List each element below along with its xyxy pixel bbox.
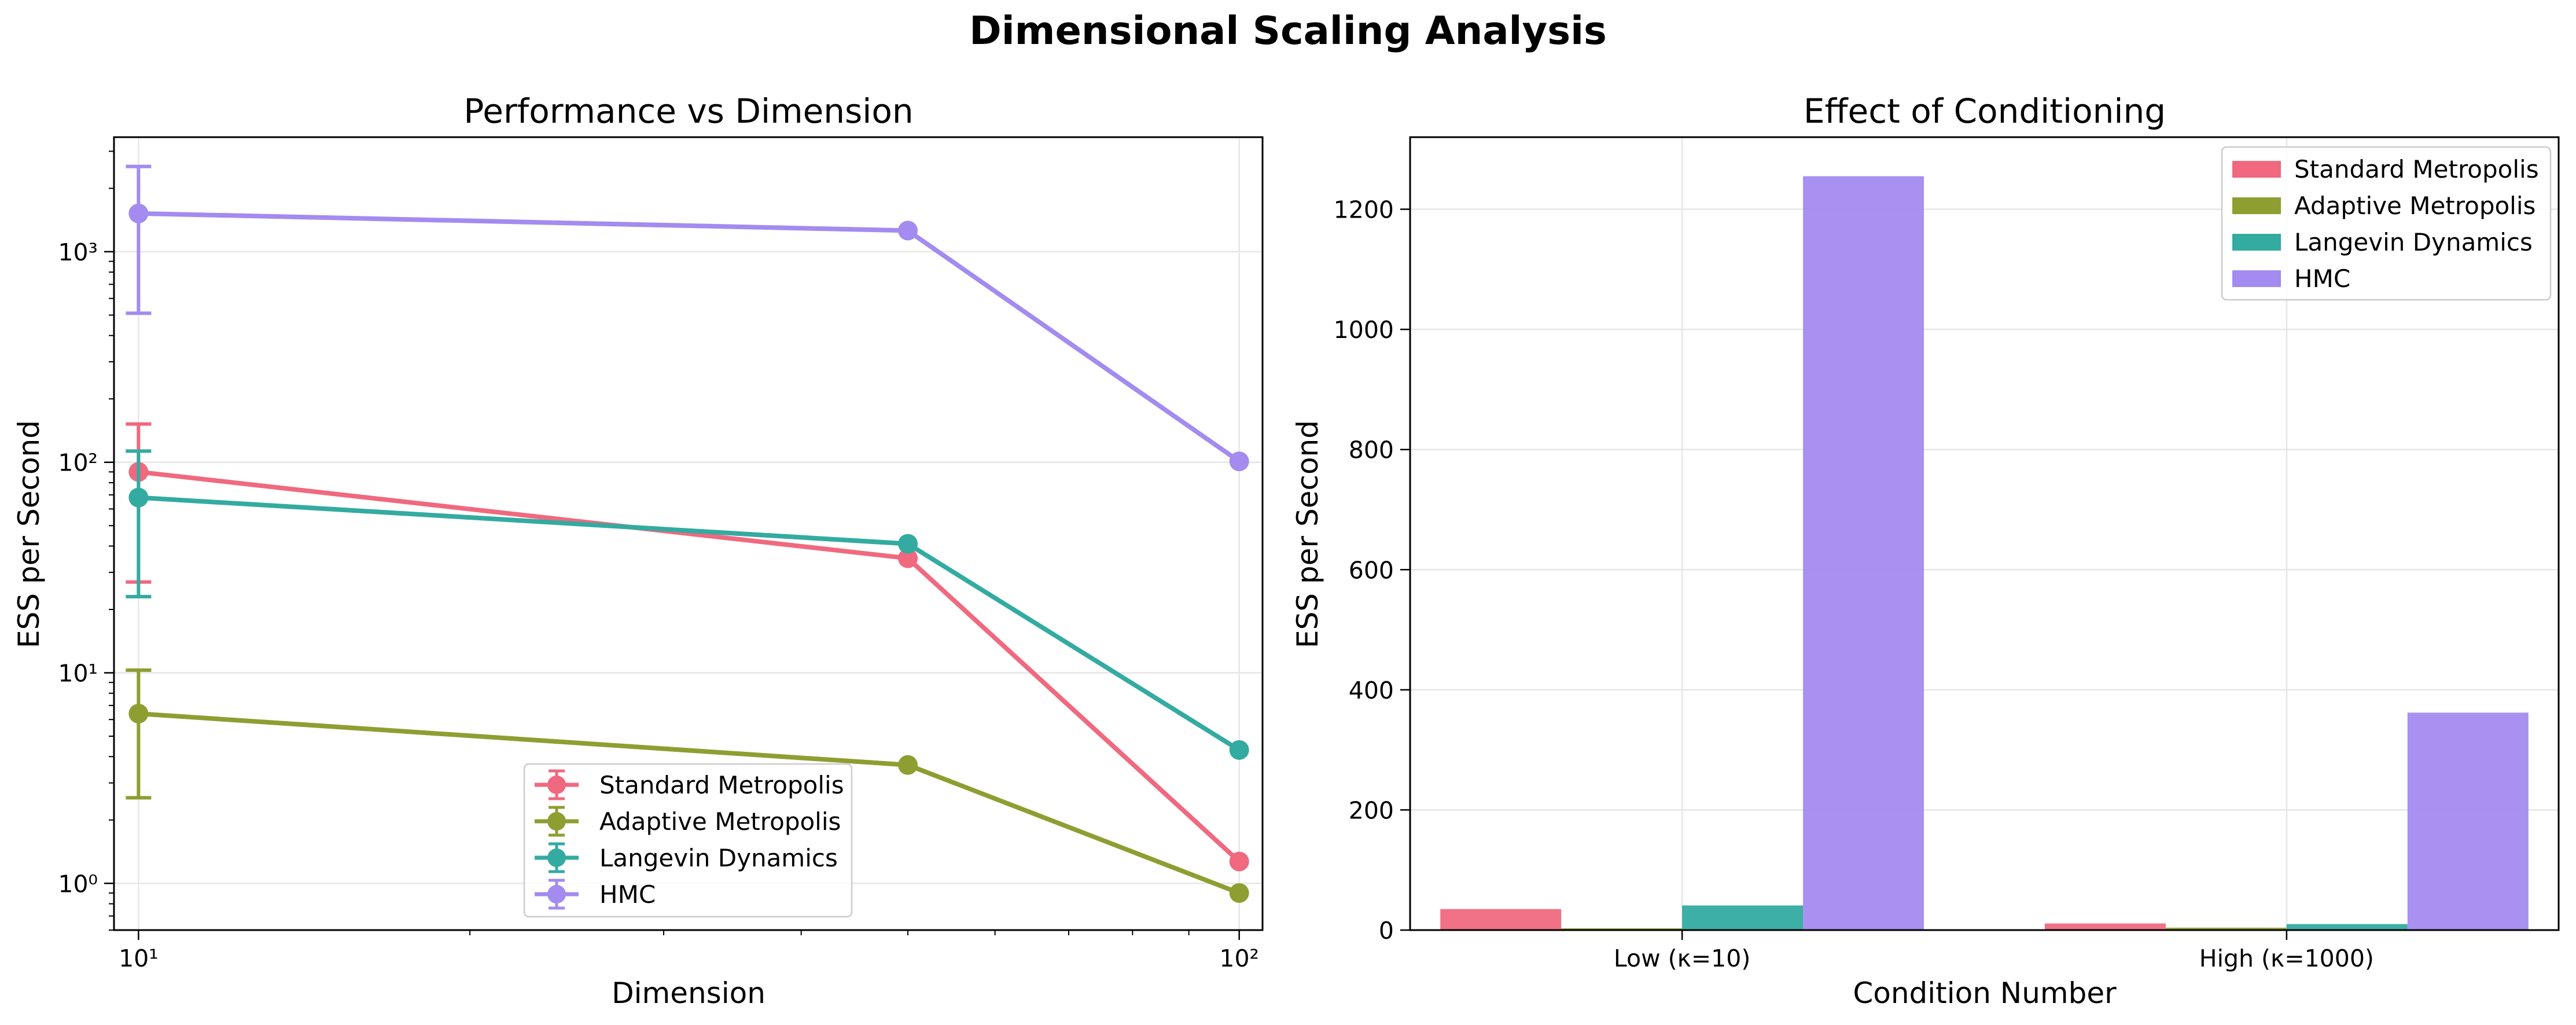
y-tick-label: 400	[1349, 677, 1394, 704]
data-point-langevin-dynamics	[1229, 740, 1249, 760]
data-point-hmc	[1229, 451, 1249, 472]
line-chart-ticks: 10¹ 10² 10⁰ 10¹ 10² 10³	[58, 150, 1259, 972]
data-point-adaptive-metropolis	[1229, 883, 1249, 903]
legend-label: Standard Metropolis	[2294, 155, 2539, 183]
x-tick-label: High (κ=1000)	[2199, 945, 2374, 972]
bar-hmc	[2407, 712, 2529, 930]
data-point-langevin-dynamics	[128, 487, 149, 508]
bar-standard-metropolis	[2044, 923, 2166, 930]
bar-adaptive-metropolis	[1561, 928, 1683, 930]
bar-chart-bars	[1440, 176, 2529, 930]
legend-label: Langevin Dynamics	[599, 844, 838, 872]
data-point-langevin-dynamics	[898, 534, 918, 554]
y-tick-label: 10²	[58, 449, 98, 477]
legend-swatch	[2232, 197, 2281, 214]
legend-label: Langevin Dynamics	[2294, 228, 2533, 256]
line-chart-panel: Performance vs Dimension Dimension ESS p…	[12, 91, 1264, 1010]
y-tick-label: 1000	[1334, 316, 1394, 344]
legend-box	[2221, 146, 2552, 301]
x-tick-label: 10¹	[119, 945, 159, 972]
bar-chart-ylabel: ESS per Second	[1291, 420, 1324, 648]
legend-label: Adaptive Metropolis	[599, 807, 841, 836]
series-line-hmc	[138, 211, 1241, 464]
data-point-standard-metropolis	[898, 548, 918, 568]
bar-langevin-dynamics	[1682, 905, 1804, 930]
bar-chart-xlabel: Condition Number	[1853, 976, 2117, 1010]
legend-label: Adaptive Metropolis	[2294, 192, 2535, 220]
bar-hmc	[1803, 176, 1924, 930]
line-chart-axes-frame	[113, 136, 1264, 931]
bar-adaptive-metropolis	[2165, 927, 2287, 930]
y-tick-label: 1200	[1334, 196, 1394, 224]
legend-label: Standard Metropolis	[599, 771, 844, 799]
legend-box	[523, 763, 853, 918]
data-point-standard-metropolis	[1229, 851, 1249, 872]
legend-marker	[547, 885, 566, 903]
legend-marker	[547, 776, 566, 794]
line-chart-ylabel: ESS per Second	[12, 420, 46, 648]
data-point-adaptive-metropolis	[898, 755, 918, 775]
x-tick-label: 10²	[1219, 945, 1259, 972]
y-tick-label: 10⁰	[58, 870, 98, 898]
legend-swatch	[2232, 270, 2281, 287]
figure-title: Dimensional Scaling Analysis	[969, 8, 1607, 53]
legend-label: HMC	[2294, 264, 2350, 293]
bar-chart-title: Effect of Conditioning	[1804, 91, 2166, 131]
data-point-hmc	[898, 221, 918, 241]
bar-chart-legend: Standard Metropolis Adaptive Metropolis La…	[2221, 146, 2552, 301]
x-tick-label: Low (κ=10)	[1614, 945, 1750, 972]
legend-label: HMC	[599, 880, 656, 909]
legend-marker	[547, 848, 566, 867]
y-tick-label: 10¹	[58, 660, 98, 688]
y-tick-label: 0	[1379, 917, 1394, 945]
y-tick-label: 800	[1349, 436, 1394, 464]
bar-standard-metropolis	[1440, 909, 1562, 930]
legend-swatch	[2232, 161, 2281, 178]
line-chart-legend: Standard Metropolis Adaptive Metropolis La…	[523, 763, 853, 918]
line-chart-title: Performance vs Dimension	[463, 91, 913, 131]
bar-chart-axes-frame	[1409, 136, 2560, 931]
bar-chart-grid	[1410, 137, 2559, 931]
data-point-hmc	[128, 203, 149, 223]
legend-marker	[547, 812, 566, 831]
bar-langevin-dynamics	[2286, 924, 2408, 930]
y-tick-label: 200	[1349, 796, 1394, 824]
legend-swatch	[2232, 234, 2281, 251]
bar-chart-ticks: 0 200 400 600 800 1000 1200 Low (κ=10) High (κ=1…	[1334, 196, 2374, 972]
y-tick-label: 10³	[58, 238, 98, 266]
line-chart-series	[126, 164, 1249, 903]
y-tick-label: 600	[1349, 556, 1394, 584]
data-point-adaptive-metropolis	[128, 704, 149, 724]
line-chart-xlabel: Dimension	[612, 976, 766, 1010]
bar-chart-panel: Effect of Conditioning Condition Number …	[1291, 91, 2560, 1010]
